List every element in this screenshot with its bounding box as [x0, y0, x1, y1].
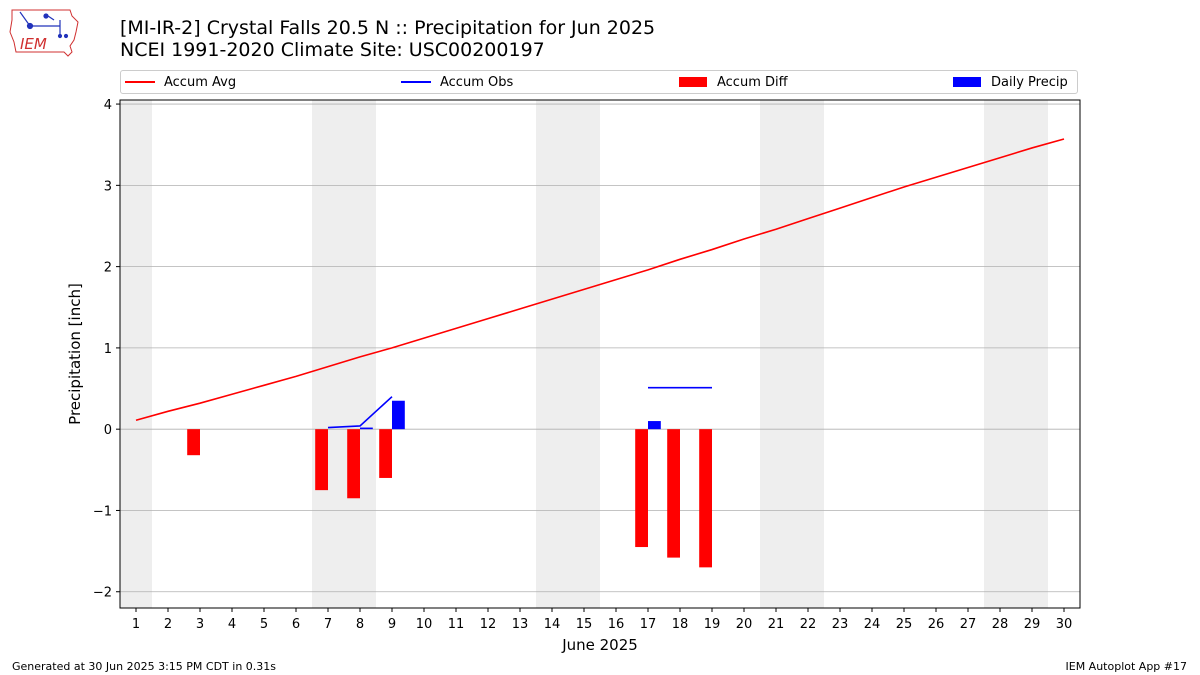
y-tick-label: 4 — [104, 98, 112, 113]
x-tick-label: 19 — [704, 617, 721, 632]
autoplot-app-label: IEM Autoplot App #17 — [1065, 660, 1188, 673]
logo-text: IEM — [20, 35, 47, 53]
legend-item-daily-precip: Daily Precip — [953, 71, 1068, 93]
legend-label-daily-precip: Daily Precip — [991, 74, 1068, 90]
x-tick-label: 4 — [228, 617, 236, 632]
x-tick-label: 10 — [416, 617, 433, 632]
x-tick-label: 7 — [324, 617, 332, 632]
accum-diff-bar — [635, 429, 648, 548]
weekend-shade-band — [760, 100, 824, 608]
bar-series — [187, 400, 712, 568]
x-tick-label: 3 — [196, 617, 204, 632]
x-tick-label: 5 — [260, 617, 268, 632]
x-tick-label: 1 — [132, 617, 140, 632]
generated-timestamp: Generated at 30 Jun 2025 3:15 PM CDT in … — [12, 660, 277, 673]
line-series — [135, 138, 1065, 429]
y-axis-label: Precipitation [inch] — [66, 283, 84, 425]
x-tick-label: 25 — [896, 617, 913, 632]
x-tick-label: 21 — [768, 617, 785, 632]
x-tick-label: 24 — [864, 617, 881, 632]
x-tick-label: 27 — [960, 617, 977, 632]
x-tick-label: 26 — [928, 617, 945, 632]
x-tick-label: 13 — [512, 617, 529, 632]
iem-logo: IEM — [9, 9, 79, 57]
x-tick-label: 15 — [576, 617, 593, 632]
daily-precip-bar — [648, 421, 661, 430]
accum-diff-bar — [187, 429, 200, 456]
x-tick-label: 20 — [736, 617, 753, 632]
x-tick-label: 12 — [480, 617, 497, 632]
x-tick-label: 28 — [992, 617, 1009, 632]
weekend-shade-band — [120, 100, 152, 608]
x-tick-label: 18 — [672, 617, 689, 632]
x-tick-label: 23 — [832, 617, 849, 632]
plot-frame — [119, 99, 1081, 609]
accum-diff-bar — [315, 429, 328, 491]
chart-title: [MI-IR-2] Crystal Falls 20.5 N :: Precip… — [120, 17, 655, 61]
daily-precip-bar — [392, 400, 405, 430]
x-tick-label: 11 — [448, 617, 465, 632]
x-tick-label: 22 — [800, 617, 817, 632]
accum-diff-bar — [347, 429, 360, 499]
y-tick-label: 1 — [104, 342, 112, 357]
accum-obs-line — [327, 396, 393, 429]
legend-item-accum-avg: Accum Avg — [125, 71, 236, 93]
title-line-1: [MI-IR-2] Crystal Falls 20.5 N :: Precip… — [120, 17, 656, 39]
x-tick-label: 29 — [1024, 617, 1041, 632]
legend-item-accum-diff: Accum Diff — [679, 71, 788, 93]
grid-lines — [120, 103, 1080, 593]
legend-label-accum-diff: Accum Diff — [717, 74, 788, 90]
y-axis: −2 −1 0 1 2 3 4 — [93, 98, 120, 601]
title-line-2: NCEI 1991-2020 Climate Site: USC00200197 — [120, 39, 545, 61]
legend-label-accum-avg: Accum Avg — [164, 74, 237, 90]
x-tick-label: 14 — [544, 617, 561, 632]
y-tick-label: −1 — [93, 504, 112, 519]
y-tick-label: −2 — [93, 586, 112, 601]
x-tick-label: 6 — [292, 617, 300, 632]
legend-swatch-accum-diff — [679, 77, 707, 87]
accum-avg-line — [135, 138, 1065, 422]
weekend-shade-band — [536, 100, 600, 608]
x-axis: 1 2 3 4 5 6 7 8 9 10 11 12 13 14 15 16 17 18 19 20 21 22 23 24 2… — [132, 608, 1072, 632]
x-tick-label: 9 — [388, 617, 396, 632]
legend-swatch-accum-avg — [125, 81, 155, 83]
x-tick-label: 8 — [356, 617, 364, 632]
legend-swatch-accum-obs — [401, 81, 431, 83]
daily-precip-bar — [360, 427, 373, 430]
legend-swatch-daily-precip — [953, 77, 981, 87]
x-axis-label: June 2025 — [561, 636, 638, 654]
accum-diff-bar — [699, 429, 712, 568]
state-outline-icon — [9, 9, 79, 57]
y-tick-label: 3 — [104, 179, 112, 194]
legend-item-accum-obs: Accum Obs — [401, 71, 513, 93]
y-tick-label: 2 — [104, 261, 112, 276]
y-tick-label: 0 — [104, 423, 112, 438]
legend-label-accum-obs: Accum Obs — [440, 74, 514, 90]
weekend-shade-band — [312, 100, 376, 608]
weekend-shading — [120, 100, 1048, 608]
accum-diff-bar — [379, 429, 392, 478]
weather-station-icon — [19, 11, 69, 39]
legend: Accum Avg Accum Obs Accum Diff Daily Pre… — [120, 70, 1078, 94]
x-tick-label: 2 — [164, 617, 172, 632]
accum-diff-bar — [667, 429, 680, 558]
weekend-shade-band — [984, 100, 1048, 608]
x-tick-label: 17 — [640, 617, 657, 632]
x-tick-label: 30 — [1056, 617, 1073, 632]
x-tick-label: 16 — [608, 617, 625, 632]
